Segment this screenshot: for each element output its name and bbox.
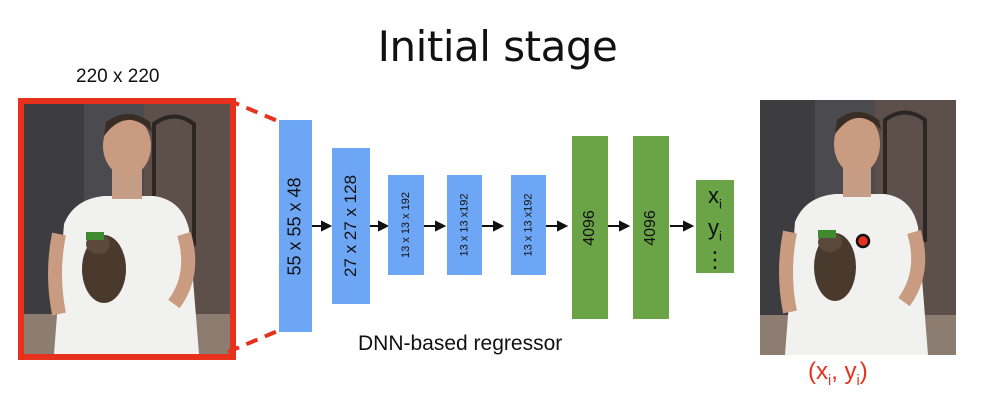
conv-layer-3-label: 13 x 13 x 192	[400, 191, 412, 259]
fc-layer-2-label: 4096	[642, 209, 659, 246]
conv-layer-5: 13 x 13 x192	[511, 175, 546, 275]
output-y: yi	[708, 215, 722, 244]
conv-layer-4-label: 13 x 13 x192	[458, 193, 471, 257]
fc-layer-1-label: 4096	[581, 209, 598, 246]
layer-arrows	[312, 220, 695, 232]
output-coordinates: (xi, yi)	[808, 358, 868, 389]
conv-layer-2-label: 27 x 27 x 128	[341, 174, 361, 278]
conv-layer-1: 55 x 55 x 48	[279, 120, 312, 332]
input-size-label: 220 x 220	[76, 66, 160, 87]
fc-layer-1: 4096	[572, 136, 608, 319]
input-photo	[24, 104, 230, 354]
predicted-landmark-point	[855, 233, 871, 249]
output-photo	[760, 100, 956, 355]
fc-layer-2: 4096	[633, 136, 669, 319]
regressor-caption: DNN-based regressor	[358, 332, 563, 355]
diagram-title: Initial stage	[377, 22, 618, 71]
conv-layer-3: 13 x 13 x 192	[388, 175, 424, 275]
output-vector: xi yi ⋮	[696, 180, 734, 273]
output-ellipsis: ⋮	[704, 246, 726, 272]
conv-layer-1-label: 55 x 55 x 48	[285, 176, 306, 276]
input-image	[18, 98, 236, 360]
output-image	[760, 100, 956, 355]
output-x: xi	[708, 183, 722, 212]
conv-layer-5-label: 13 x 13 x192	[522, 193, 535, 257]
conv-layer-2: 27 x 27 x 128	[332, 148, 370, 304]
conv-layer-4: 13 x 13 x192	[447, 175, 482, 275]
